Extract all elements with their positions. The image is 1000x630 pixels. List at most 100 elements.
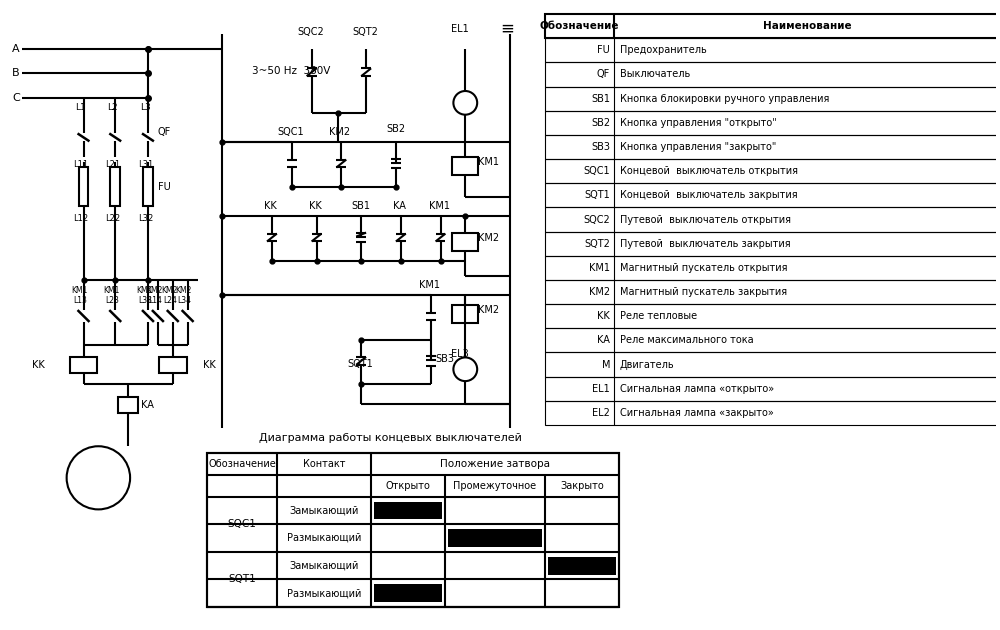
Text: QF: QF	[597, 69, 610, 79]
Text: KM2: KM2	[329, 127, 351, 137]
Text: FU: FU	[597, 45, 610, 55]
Bar	[545, 207, 1000, 232]
Text: SB3: SB3	[591, 142, 610, 152]
Bar	[545, 232, 1000, 256]
Circle shape	[67, 446, 130, 510]
Bar	[207, 453, 619, 607]
Text: Двигатель: Двигатель	[620, 360, 675, 370]
Text: SQT1: SQT1	[228, 575, 256, 585]
Bar	[545, 86, 1000, 111]
Text: L23: L23	[105, 295, 119, 305]
Text: L33: L33	[138, 295, 152, 305]
Text: SB1: SB1	[351, 202, 370, 212]
Text: KM1: KM1	[478, 157, 499, 167]
Bar	[448, 529, 542, 547]
Bar	[548, 557, 616, 575]
Text: KA: KA	[393, 202, 406, 212]
Text: SQT2: SQT2	[352, 27, 378, 37]
Text: Концевой  выключатель открытия: Концевой выключатель открытия	[620, 166, 798, 176]
Text: L21: L21	[105, 159, 120, 168]
Text: Размыкающий: Размыкающий	[287, 588, 361, 598]
Bar	[545, 14, 1000, 38]
Text: KM1: KM1	[419, 280, 440, 290]
Bar	[79, 167, 88, 207]
Text: M: M	[602, 360, 610, 370]
Text: KM2: KM2	[176, 286, 192, 295]
Bar	[545, 62, 1000, 86]
Text: KA: KA	[597, 335, 610, 345]
Text: SQT1: SQT1	[584, 190, 610, 200]
Text: Реле тепловые: Реле тепловые	[620, 311, 697, 321]
Text: KK: KK	[597, 311, 610, 321]
Circle shape	[453, 91, 477, 115]
Text: KM1: KM1	[589, 263, 610, 273]
Bar	[545, 38, 1000, 62]
Text: Закрыто: Закрыто	[560, 481, 604, 491]
Text: Кнопка блокировки ручного управления: Кнопка блокировки ручного управления	[620, 94, 829, 104]
Text: Концевой  выключатель закрытия: Концевой выключатель закрытия	[620, 190, 798, 200]
Text: Контакт: Контакт	[303, 459, 345, 469]
Text: Диаграмма работы концевых выключателей: Диаграмма работы концевых выключателей	[259, 433, 522, 444]
Text: Кнопка управления "закрыто": Кнопка управления "закрыто"	[620, 142, 776, 152]
Text: QF: QF	[158, 127, 171, 137]
Bar	[143, 167, 153, 207]
Text: Размыкающий: Размыкающий	[287, 533, 361, 543]
Bar	[545, 183, 1000, 207]
Bar	[208, 523, 276, 525]
Text: Путевой  выключатель открытия: Путевой выключатель открытия	[620, 215, 791, 224]
Bar	[70, 357, 97, 373]
Text: Магнитный пускатель открытия: Магнитный пускатель открытия	[620, 263, 787, 273]
Text: EL3: EL3	[451, 350, 469, 360]
Text: L3: L3	[140, 103, 151, 112]
Text: SB3: SB3	[436, 355, 455, 364]
Bar	[208, 578, 276, 580]
Text: SQT2: SQT2	[584, 239, 610, 249]
Text: L34: L34	[178, 295, 192, 305]
Text: 3~50 Hz  380V: 3~50 Hz 380V	[252, 66, 330, 76]
Text: SQC1: SQC1	[278, 127, 304, 137]
Bar	[110, 167, 120, 207]
Bar	[545, 401, 1000, 425]
Text: L32: L32	[138, 214, 153, 223]
Text: L13: L13	[74, 295, 87, 305]
Text: SB2: SB2	[386, 125, 405, 134]
Text: KM1: KM1	[136, 286, 152, 295]
Text: KK: KK	[309, 202, 321, 212]
Text: Промежуточное: Промежуточное	[453, 481, 537, 491]
Text: SQC2: SQC2	[298, 27, 324, 37]
Bar	[374, 501, 442, 519]
Text: B: B	[12, 68, 20, 78]
Text: KM2: KM2	[589, 287, 610, 297]
Text: Кнопка управления "открыто": Кнопка управления "открыто"	[620, 118, 777, 128]
Text: Замыкающий: Замыкающий	[289, 505, 359, 515]
Text: M: M	[91, 471, 106, 485]
Text: FU: FU	[158, 181, 171, 192]
Text: Обозначение: Обозначение	[208, 459, 276, 469]
Text: L24: L24	[163, 295, 177, 305]
Text: Выключатель: Выключатель	[620, 69, 690, 79]
Text: EL1: EL1	[592, 384, 610, 394]
Text: KM1: KM1	[103, 286, 120, 295]
Bar	[374, 585, 442, 602]
Bar	[207, 453, 619, 607]
Bar	[545, 256, 1000, 280]
Text: EL2: EL2	[592, 408, 610, 418]
Bar	[452, 305, 478, 323]
Circle shape	[453, 357, 477, 381]
Text: L22: L22	[105, 214, 120, 223]
Bar	[545, 304, 1000, 328]
Text: Путевой  выключатель закрытия: Путевой выключатель закрытия	[620, 239, 791, 249]
Text: Замыкающий: Замыкающий	[289, 561, 359, 571]
Text: Магнитный пускатель закрытия: Магнитный пускатель закрытия	[620, 287, 787, 297]
Text: SB2: SB2	[591, 118, 610, 128]
Bar	[452, 157, 478, 175]
Text: Наименование: Наименование	[763, 21, 852, 31]
Text: Сигнальная лампа «закрыто»: Сигнальная лампа «закрыто»	[620, 408, 774, 418]
Bar	[545, 135, 1000, 159]
Text: A: A	[12, 43, 20, 54]
Bar	[545, 159, 1000, 183]
Text: KM2: KM2	[478, 305, 499, 315]
Bar	[545, 111, 1000, 135]
Text: L14: L14	[148, 295, 162, 305]
Text: L2: L2	[107, 103, 118, 112]
